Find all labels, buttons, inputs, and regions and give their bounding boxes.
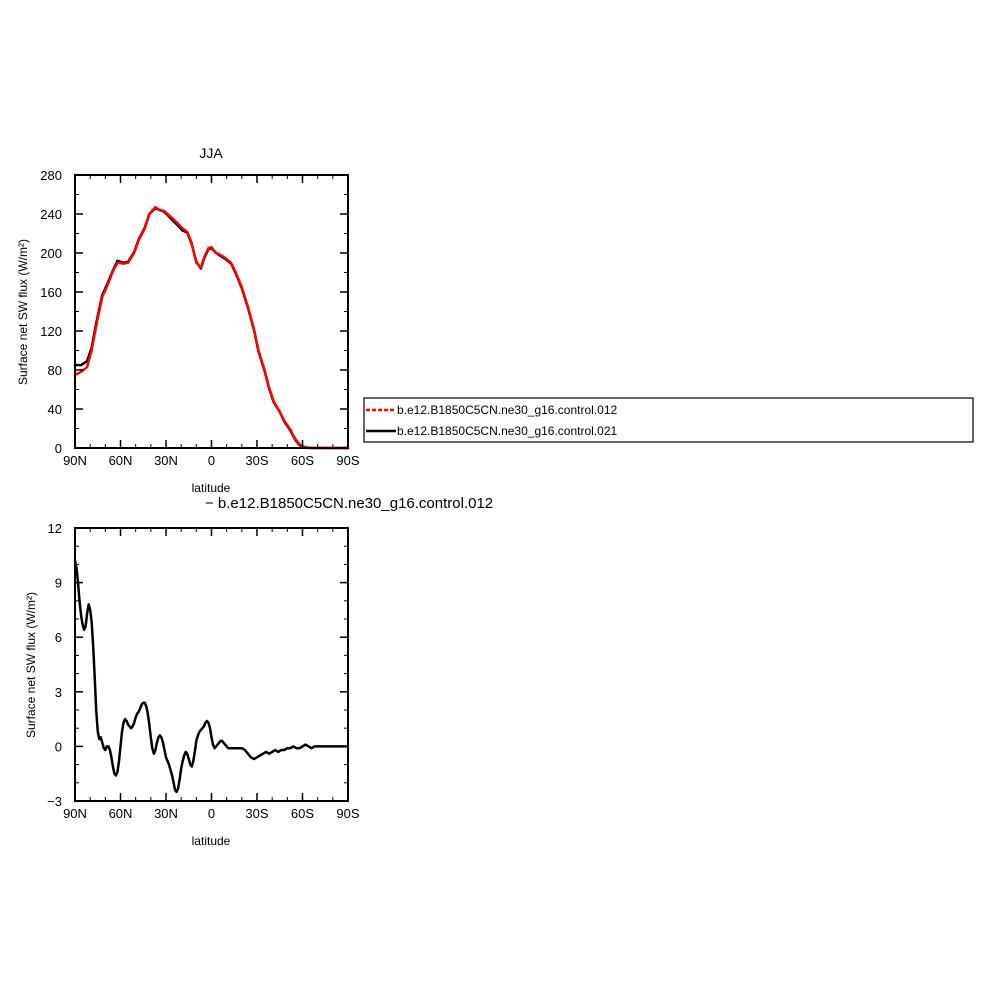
top-panel-frame	[74, 174, 349, 449]
bottom-series-line-1	[73, 559, 350, 794]
top-series-line-1	[73, 205, 350, 450]
legend: b.e12.B1850C5CN.ne30_g16.control.012 b.e…	[363, 397, 974, 443]
x-tick-label: 90S	[336, 453, 359, 468]
x-tick-label: 0	[208, 806, 215, 821]
top-panel-y-axis-label: Surface net SW flux (W/m²)	[16, 239, 30, 385]
legend-box	[363, 397, 974, 443]
x-tick-label: 90N	[63, 453, 87, 468]
x-tick-label: 0	[208, 453, 215, 468]
x-tick-label: 30N	[154, 453, 178, 468]
y-tick-label: 280	[40, 168, 62, 183]
legend-entry-2: b.e12.B1850C5CN.ne30_g16.control.021	[397, 424, 617, 438]
top-panel-series	[73, 205, 350, 450]
y-tick-label: 160	[40, 285, 62, 300]
bottom-panel: − b.e12.B1850C5CN.ne30_g16.control.012 9…	[24, 495, 493, 848]
top-series-line-2	[73, 206, 350, 450]
x-tick-label: 30N	[154, 806, 178, 821]
y-tick-label: 200	[40, 246, 62, 261]
bottom-panel-subtitle: − b.e12.B1850C5CN.ne30_g16.control.012	[205, 495, 493, 512]
y-tick-label: 120	[40, 324, 62, 339]
bottom-panel-x-axis-label: latitude	[192, 834, 231, 848]
x-tick-label: 60N	[109, 806, 133, 821]
bottom-panel-y-ticks: −3 0 3 6 9 12	[47, 521, 348, 809]
y-tick-label: 0	[55, 739, 62, 754]
x-tick-label: 90S	[336, 806, 359, 821]
y-tick-label: 80	[48, 363, 62, 378]
bottom-panel-frame	[74, 527, 349, 802]
y-tick-label: 9	[55, 576, 62, 591]
top-panel-y-ticks: 0 40 80 120 160 200 240 280	[40, 168, 348, 456]
bottom-panel-series	[73, 559, 350, 794]
y-tick-label: 12	[48, 521, 62, 536]
y-tick-label: 3	[55, 685, 62, 700]
y-tick-label: 240	[40, 207, 62, 222]
y-tick-label: 0	[55, 441, 62, 456]
top-panel: JJA 90N 60N 30N 0 30S 60S 90S 0 40 80 120 160 200 24…	[16, 145, 360, 495]
bottom-panel-y-axis-label: Surface net SW flux (W/m²)	[24, 592, 38, 738]
x-tick-label: 90N	[63, 806, 87, 821]
top-panel-title: JJA	[199, 145, 223, 161]
top-panel-x-ticks: 90N 60N 30N 0 30S 60S 90S	[63, 175, 360, 468]
y-tick-label: 40	[48, 402, 62, 417]
x-tick-label: 60N	[109, 453, 133, 468]
legend-entry-1: b.e12.B1850C5CN.ne30_g16.control.012	[397, 403, 617, 417]
x-tick-label: 30S	[245, 806, 268, 821]
x-tick-label: 60S	[291, 453, 314, 468]
x-tick-label: 60S	[291, 806, 314, 821]
x-tick-label: 30S	[245, 453, 268, 468]
y-tick-label: 6	[55, 630, 62, 645]
bottom-panel-x-ticks: 90N 60N 30N 0 30S 60S 90S	[63, 528, 360, 821]
y-tick-label: −3	[47, 794, 62, 809]
top-panel-x-axis-label: latitude	[192, 481, 231, 495]
